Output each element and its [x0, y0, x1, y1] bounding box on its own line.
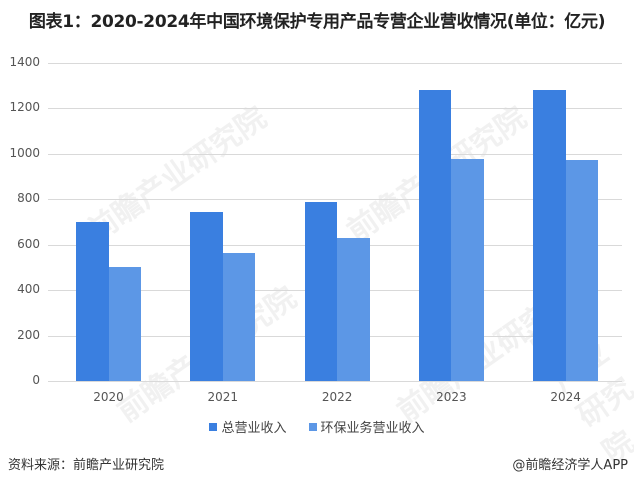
y-tick-label: 800	[17, 191, 40, 205]
legend-label-total: 总营业收入	[221, 421, 287, 436]
chart-title: 图表1：2020-2024年中国环境保护专用产品专营企业营收情况(单位：亿元)	[28, 12, 606, 32]
legend-item-env: 环保业务营业收入	[308, 417, 425, 436]
x-tick-label: 2024	[550, 390, 581, 404]
bar-2022-total	[304, 202, 338, 381]
legend-swatch-env	[308, 422, 317, 431]
y-tick-label: 1400	[9, 55, 40, 69]
y-tick-label: 400	[17, 282, 40, 296]
gridline	[48, 108, 622, 109]
x-tick-label: 2022	[321, 390, 353, 404]
bar-2022-env	[337, 238, 370, 381]
source-note: 资料来源：前瞻产业研究院	[8, 458, 165, 473]
gridline	[48, 381, 622, 382]
x-tick-label: 2021	[207, 390, 239, 404]
bar-2020-env	[108, 267, 141, 381]
x-tick-label: 2020	[93, 390, 124, 404]
gridline	[48, 199, 622, 200]
bar-2023-env	[451, 159, 484, 381]
bar-2024-total	[533, 90, 566, 381]
y-tick-label: 1000	[9, 146, 40, 160]
y-tick-label: 0	[32, 373, 40, 387]
bar-2021-env	[222, 252, 256, 381]
legend: 总营业收入 环保业务营业收入	[0, 417, 634, 436]
bar-2020-total	[76, 222, 109, 381]
legend-swatch-total	[209, 422, 218, 431]
bar-2023-total	[418, 89, 452, 381]
gridline	[48, 63, 622, 64]
y-tick-label: 200	[17, 328, 40, 342]
x-tick-label: 2023	[436, 390, 467, 404]
legend-item-total: 总营业收入	[209, 417, 287, 436]
legend-label-env: 环保业务营业收入	[320, 421, 425, 436]
credit-note: @前瞻经济学人APP	[512, 458, 628, 473]
bar-2021-total	[190, 212, 223, 381]
gridline	[48, 154, 622, 155]
y-tick-label: 1200	[9, 100, 40, 114]
bar-2024-env	[565, 160, 599, 381]
y-tick-label: 600	[17, 237, 40, 251]
